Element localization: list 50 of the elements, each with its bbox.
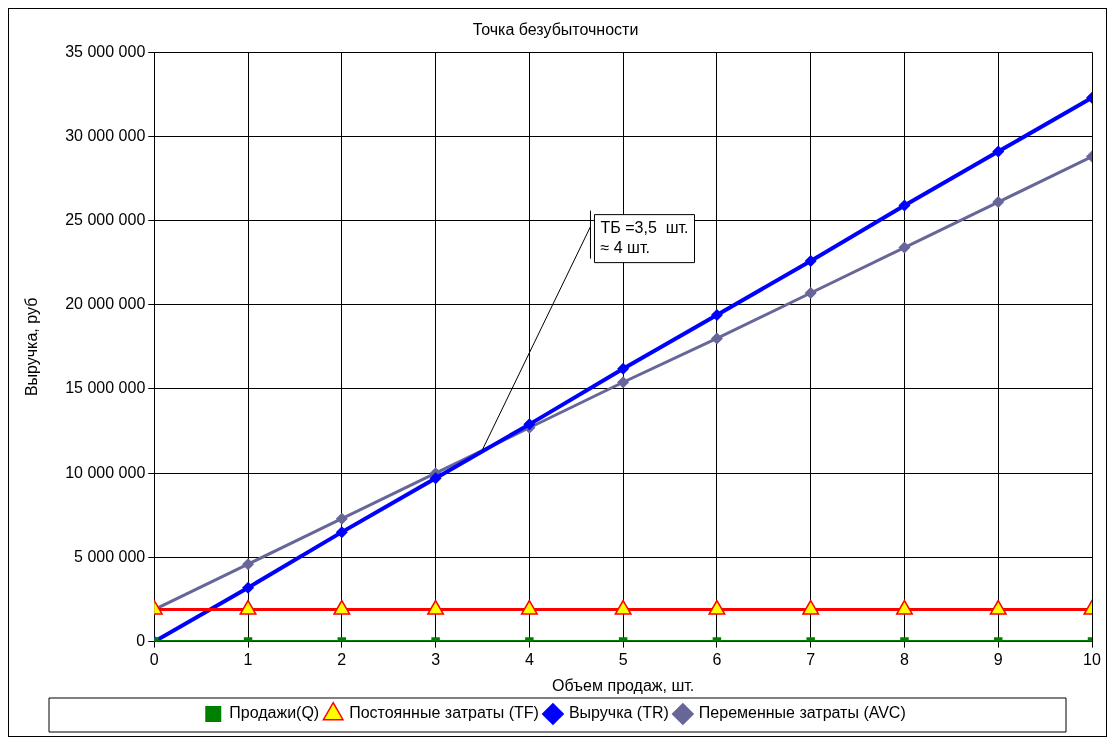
point xyxy=(710,332,723,345)
legend-label: Переменные затраты (AVC) xyxy=(698,704,906,722)
point xyxy=(895,599,913,615)
y-tick-label: 5 000 000 xyxy=(74,547,146,565)
point xyxy=(617,376,630,389)
point xyxy=(802,599,820,615)
y-tick-label: 35 000 000 xyxy=(65,42,146,60)
x-tick-label: 5 xyxy=(618,650,628,668)
point xyxy=(710,308,723,321)
y-tick-label: 20 000 000 xyxy=(65,295,146,313)
point xyxy=(520,599,538,615)
y-tick-label: 25 000 000 xyxy=(65,211,146,229)
point xyxy=(429,472,442,485)
point xyxy=(708,599,726,615)
x-tick-label: 7 xyxy=(806,650,816,668)
point xyxy=(804,287,817,300)
legend-label: Продажи(Q) xyxy=(229,704,320,722)
point xyxy=(992,145,1005,158)
point xyxy=(898,241,911,254)
x-tick-label: 10 xyxy=(1083,650,1101,668)
chart-title: Точка безубыточности xyxy=(472,21,639,39)
y-tick-label: 15 000 000 xyxy=(65,379,146,397)
x-tick-label: 6 xyxy=(712,650,722,668)
x-axis-title: Объем продаж, шт. xyxy=(552,676,695,694)
x-tick-label: 1 xyxy=(243,650,253,668)
point xyxy=(333,599,351,615)
x-tick-label: 3 xyxy=(431,650,441,668)
annotation: ТБ =3,5 шт. ≈ 4 шт. xyxy=(600,219,689,257)
x-tick-label: 4 xyxy=(524,650,534,668)
point xyxy=(617,362,630,375)
x-tick-label: 2 xyxy=(337,650,347,668)
y-tick-label: 0 xyxy=(136,632,146,650)
point xyxy=(614,599,632,615)
point xyxy=(335,512,348,525)
point xyxy=(989,599,1007,615)
point xyxy=(992,196,1005,209)
point xyxy=(427,599,445,615)
point xyxy=(335,526,348,539)
x-tick-label: 8 xyxy=(900,650,909,668)
y-tick-label: 10 000 000 xyxy=(65,463,146,481)
point xyxy=(239,599,257,615)
y-tick-label: 30 000 000 xyxy=(65,126,146,144)
legend-label: Постоянные затраты (TF) xyxy=(349,704,539,722)
x-tick-label: 0 xyxy=(149,650,159,668)
x-tick-label: 9 xyxy=(993,650,1003,668)
point xyxy=(242,581,255,594)
point xyxy=(804,255,817,268)
legend-label: Выручка (TR) xyxy=(568,704,669,722)
y-axis-title: Выручка, руб xyxy=(23,297,41,397)
point xyxy=(898,199,911,212)
